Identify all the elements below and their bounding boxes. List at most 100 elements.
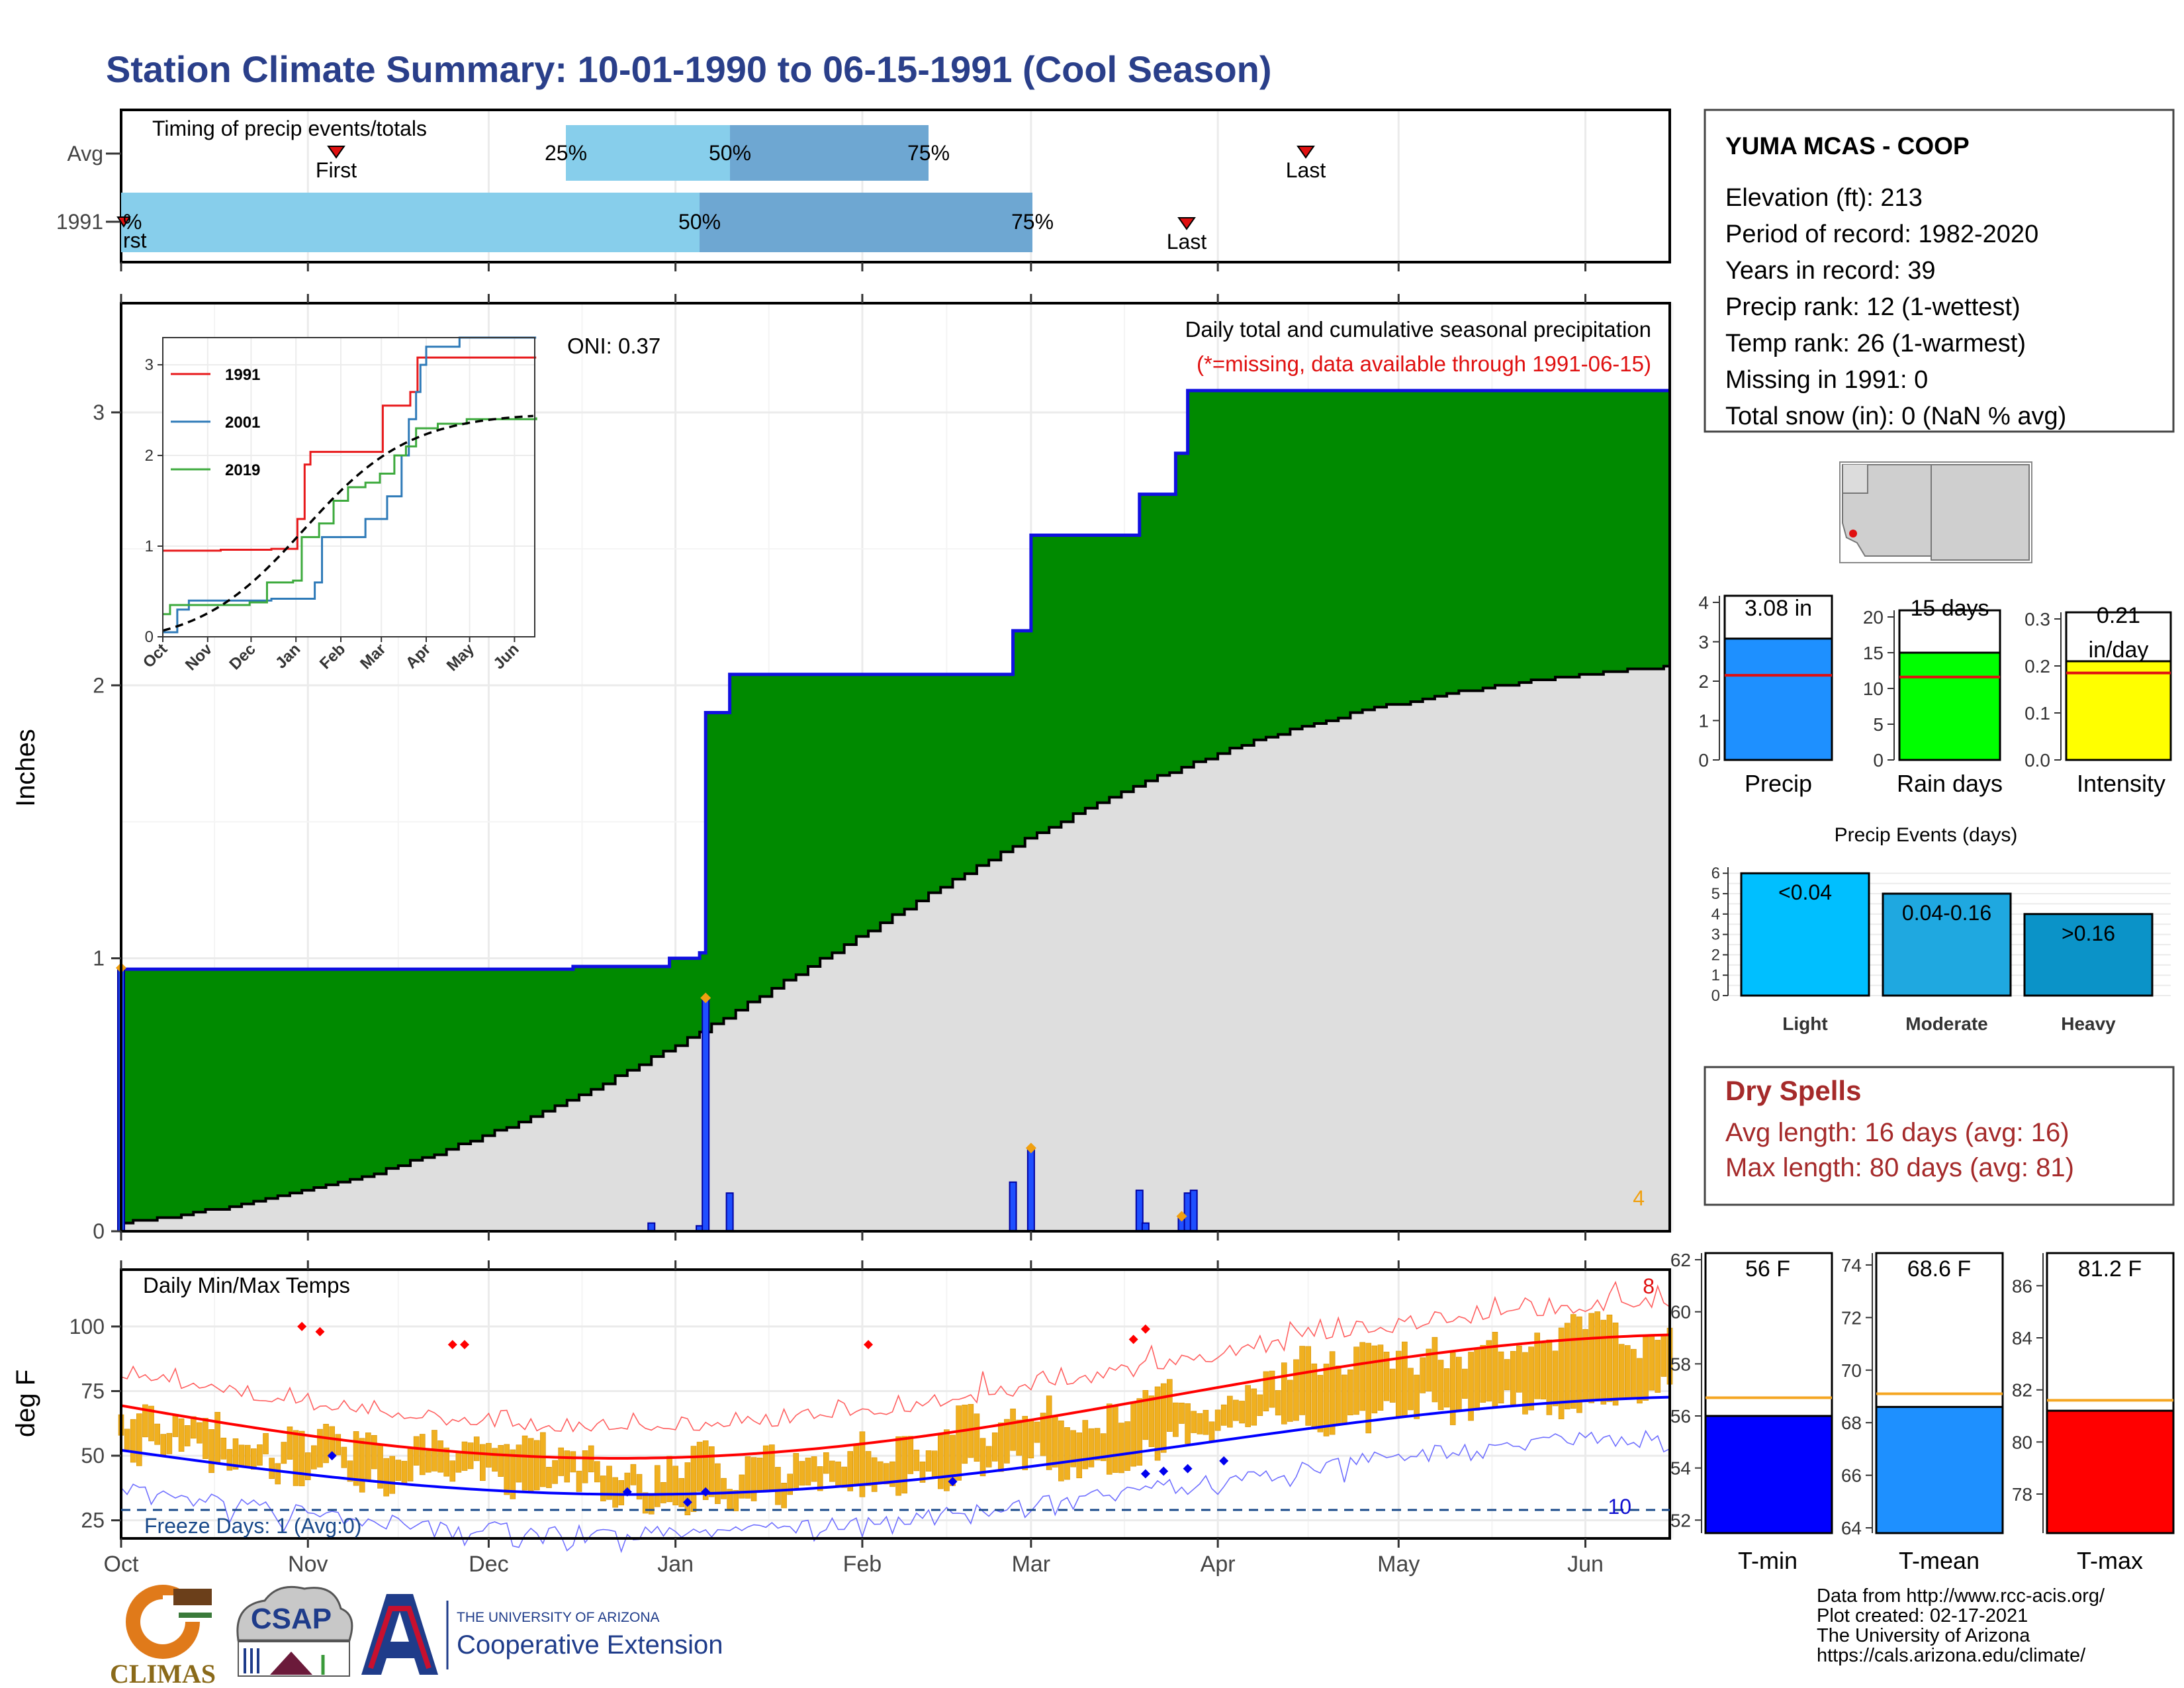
daily-temp-bar xyxy=(1197,1413,1203,1434)
tmax-bar-chart-label: T-max xyxy=(2077,1547,2143,1574)
events-category-label: Light xyxy=(1782,1013,1827,1034)
daily-temp-bar xyxy=(238,1444,245,1466)
avg-last-marker xyxy=(1297,146,1315,159)
daily-temp-bar xyxy=(751,1457,757,1501)
dry-spells-title: Dry Spells xyxy=(1725,1075,1861,1106)
daily-temp-bar xyxy=(226,1449,233,1471)
temp-ylabel: deg F xyxy=(11,1370,40,1437)
daily-temp-bar xyxy=(1136,1398,1143,1466)
freeze-days-label: Freeze Days: 1 (Avg:0) xyxy=(144,1514,361,1538)
intensity-label: Intensity xyxy=(2077,770,2165,797)
events-bar-moderate xyxy=(1882,892,2012,997)
daily-temp-bar xyxy=(407,1448,414,1481)
avg-low-line xyxy=(120,1395,1670,1496)
daily-temp-bar xyxy=(1582,1329,1588,1403)
daily-temp-bar xyxy=(203,1418,208,1460)
raindays-bar-chart-ytick-label: 20 xyxy=(1863,607,1884,628)
footer-credits: Data from http://www.rcc-acis.org/Plot c… xyxy=(1817,1585,2105,1666)
intensity-bar-chart-ytick-label: 0.1 xyxy=(2025,703,2050,724)
inset-xtick-label: May xyxy=(443,640,478,675)
daily-precip-bar xyxy=(1026,1149,1035,1232)
1991-50-label: 50% xyxy=(678,210,721,234)
daily-temp-bar xyxy=(335,1434,341,1456)
events-bar-label: 0.04-0.16 xyxy=(1902,901,1991,925)
daily-temp-bar xyxy=(1191,1411,1197,1433)
month-tick-label: Mar xyxy=(1012,1552,1051,1577)
tmean-bar-chart-ytick-label: 68 xyxy=(1841,1413,1862,1433)
daily-temp-bar xyxy=(1317,1375,1324,1432)
raindays-label: Rain days xyxy=(1897,770,2003,797)
intensity-bar-chart: 0.0 0.1 0.2 0.3 0.21 in/day Intensity xyxy=(2025,603,2172,797)
daily-temp-bar xyxy=(1432,1336,1438,1403)
daily-temp-bar xyxy=(1160,1383,1167,1453)
raindays-bar-chart-bar xyxy=(1898,651,2001,761)
daily-temp-bar xyxy=(829,1460,835,1482)
daily-temp-bar xyxy=(480,1444,486,1481)
month-tick-label: May xyxy=(1377,1552,1420,1577)
daily-temp-bar xyxy=(739,1474,745,1499)
precip-caption: Daily total and cumulative seasonal prec… xyxy=(1185,317,1651,342)
daily-temp-bar xyxy=(811,1456,817,1482)
daily-temp-bar xyxy=(1185,1403,1191,1444)
daily-temp-bar xyxy=(901,1436,907,1494)
daily-temp-bar xyxy=(817,1466,823,1491)
daily-temp-bar xyxy=(365,1432,371,1481)
daily-temp-bar xyxy=(1437,1360,1444,1411)
record-low-marker xyxy=(327,1451,337,1461)
daily-temp-bar xyxy=(371,1434,377,1470)
daily-temp-bar xyxy=(1064,1427,1070,1480)
daily-temp-bar xyxy=(775,1467,781,1505)
daily-temp-bar xyxy=(1606,1315,1613,1402)
daily-temp-bar xyxy=(793,1453,799,1488)
precip-ytick-label: 3 xyxy=(93,400,105,424)
cold-count-label: 10 xyxy=(1608,1495,1631,1519)
daily-temp-bar xyxy=(383,1458,389,1497)
record-low-marker xyxy=(948,1477,958,1487)
avg-first-label: First xyxy=(316,158,357,182)
daily-temp-bar xyxy=(1100,1433,1107,1462)
intensity-bar-chart-ytick-label: 0.0 xyxy=(2025,750,2050,771)
record-high-marker xyxy=(1140,1324,1150,1334)
daily-temp-bar xyxy=(618,1480,625,1505)
precip-missing-note: (*=missing, data available through 1991-… xyxy=(1197,352,1651,376)
tmin-bar-chart-ytick-label: 58 xyxy=(1670,1354,1691,1374)
daily-temp-bar xyxy=(522,1435,528,1491)
daily-temp-bar xyxy=(1257,1394,1263,1417)
cumulative-1991-line xyxy=(119,389,1670,1231)
daily-precip-bar xyxy=(1189,1190,1198,1233)
daily-temp-bar xyxy=(1456,1356,1462,1411)
inset-ytick-label: 1 xyxy=(145,538,154,555)
daily-temp-bar xyxy=(1251,1388,1257,1426)
intensity-bar-chart-bar xyxy=(2065,660,2172,761)
1991-last-label: Last xyxy=(1167,230,1207,254)
record-low-marker xyxy=(1183,1464,1193,1474)
raindays-bar-chart: 0 5 10 15 20 15 days Rain days xyxy=(1863,596,2003,797)
daily-temp-bar xyxy=(684,1462,691,1515)
inset-xtick-label: Dec xyxy=(226,640,259,673)
daily-temp-bar xyxy=(1637,1358,1643,1404)
tmax-bar-chart-ytick-label: 82 xyxy=(2012,1380,2032,1401)
daily-temp-bar xyxy=(449,1460,456,1482)
daily-temp-bar xyxy=(787,1474,793,1495)
daily-temp-bar xyxy=(498,1445,504,1477)
daily-temp-bar xyxy=(1214,1409,1221,1431)
daily-temp-bar xyxy=(1570,1314,1576,1409)
daily-temp-bar xyxy=(311,1445,317,1470)
events-ytick-label: 0 xyxy=(1711,987,1720,1005)
temp-summary-bars: 52 54 56 58 60 62 56 F T-min 64 66 68 70 72 74 68.6 F T… xyxy=(1670,1250,2175,1574)
daily-temp-bar xyxy=(1576,1316,1582,1413)
1991-50-75-bar xyxy=(700,193,1032,252)
daily-temp-bar xyxy=(1594,1311,1601,1399)
daily-temp-bar xyxy=(540,1432,546,1487)
footer-line: https://cals.arizona.edu/climate/ xyxy=(1817,1645,2086,1666)
daily-temp-bar xyxy=(702,1440,709,1500)
daily-temp-bar xyxy=(154,1423,160,1445)
daily-temp-bar xyxy=(1179,1403,1185,1424)
avg-25-50-bar xyxy=(566,125,730,181)
daily-temp-bar xyxy=(1311,1363,1318,1430)
daily-temp-bar xyxy=(1299,1346,1305,1415)
daily-temp-bar xyxy=(1113,1405,1118,1473)
record-high-marker xyxy=(315,1327,325,1336)
daily-temp-bar xyxy=(1275,1390,1281,1416)
